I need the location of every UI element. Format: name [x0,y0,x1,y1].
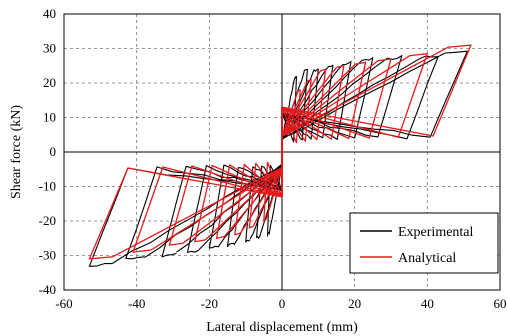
plot-series [88,44,472,267]
y-tick-labels: -40 -30 -20 -10 0 10 20 30 40 [39,6,56,297]
x-axis-label: Lateral displacement (mm) [206,320,358,335]
x-tick-label: 20 [348,296,361,311]
hysteresis-loop [215,65,345,239]
y-tick-label: 10 [43,110,56,125]
hysteresis-loop [88,44,472,260]
plot-frame [63,13,501,291]
hysteresis-loop [132,53,428,253]
y-axis-label: Shear force (kN) [9,105,24,199]
x-tick-label: -60 [55,296,72,311]
series-analytical [88,44,472,260]
x-tick-label: 40 [421,296,434,311]
y-tick-label: -10 [39,179,56,194]
legend: Experimental Analytical [349,212,499,274]
x-tick-label: -20 [201,296,218,311]
hysteresis-loop [194,61,367,243]
x-tick-label: 0 [279,296,286,311]
y-tick-label: -40 [39,282,56,297]
x-tick-label: -40 [128,296,145,311]
hysteresis-loop [88,50,468,267]
x-tick-label: 60 [494,296,507,311]
y-tick-label: -20 [39,213,56,228]
legend-label: Experimental [398,225,474,240]
hysteresis-loop [168,58,392,246]
hysteresis-loop [234,68,327,236]
y-tick-label: 40 [43,6,56,21]
legend-label: Analytical [398,251,456,266]
legend-box [349,212,499,274]
y-tick-label: 0 [50,144,57,159]
y-tick-label: -30 [39,248,56,263]
y-tick-label: 20 [43,75,56,90]
x-tick-labels: -60 -40 -20 0 20 40 60 [55,296,506,311]
y-tick-label: 30 [43,41,56,56]
